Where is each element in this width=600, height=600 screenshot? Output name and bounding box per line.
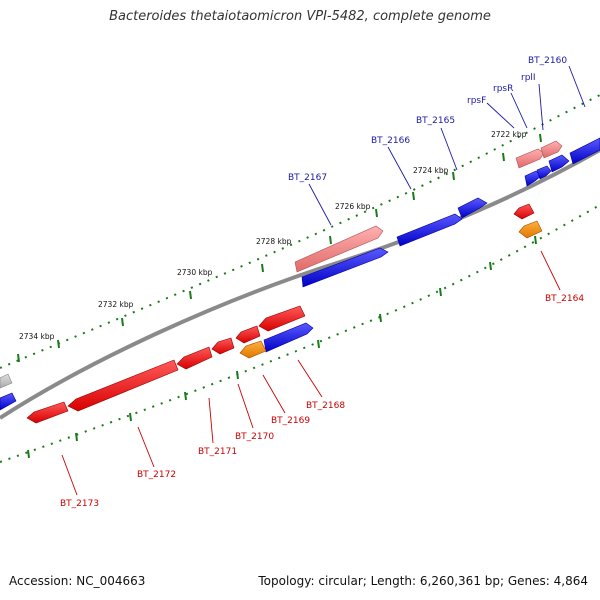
gene-bt2168-upper-arrow[interactable]: [258, 305, 306, 332]
forward-tick-6: [375, 208, 378, 218]
forward-tick-0: [17, 353, 20, 363]
ruler-label-2: 2726 kbp: [335, 202, 371, 211]
gene-rpsf-light-arrow[interactable]: [515, 148, 545, 169]
reverse-tick-1: [75, 432, 78, 442]
ruler-label-0: 2722 kbp: [491, 130, 527, 139]
reverse-tick-7: [439, 287, 442, 297]
ruler-label-1: 2724 kbp: [413, 166, 449, 175]
forward-tick-8: [452, 171, 455, 181]
label-bt2172[interactable]: BT_2172: [137, 470, 176, 480]
ruler-label-3: 2728 kbp: [256, 237, 292, 246]
label-rpli[interactable]: rplI: [521, 73, 536, 83]
gene-bt2167-arrow[interactable]: [301, 247, 389, 288]
gene-bt2171-arrow[interactable]: [176, 346, 213, 370]
map-title: Bacteroides thetaiotaomicron VPI-5482, c…: [109, 9, 491, 24]
label-bt2164[interactable]: BT_2164: [545, 294, 584, 304]
forward-genes: [0, 137, 600, 411]
label-bt2170[interactable]: BT_2170: [235, 432, 274, 442]
gene-bt2165-arrow[interactable]: [457, 197, 488, 219]
forward-tick-10: [539, 133, 542, 143]
reverse-tick-2: [129, 412, 132, 422]
forward-ruler-line: [0, 94, 600, 369]
label-bt2169[interactable]: BT_2169: [271, 416, 310, 426]
gene-bt2170-arrow[interactable]: [211, 337, 235, 355]
reverse-tick-0: [27, 449, 30, 459]
reverse-tick-5: [317, 339, 320, 349]
forward-gene-labels: BT_2167 BT_2166 BT_2165 rpsF rpsR rplI B…: [288, 56, 567, 183]
label-leaders: [61, 65, 586, 496]
forward-tick-5: [329, 235, 332, 245]
gene-rpli-arrow[interactable]: [548, 154, 570, 173]
gene-rpsr-light-arrow[interactable]: [540, 140, 563, 159]
reverse-gene-labels: BT_2164 BT_2168 BT_2169 BT_2170 BT_2171 …: [60, 294, 584, 509]
forward-tick-2: [121, 317, 124, 327]
reverse-tick-3: [184, 391, 187, 401]
ruler-label-4: 2730 kbp: [177, 268, 213, 277]
reverse-tick-6: [379, 313, 382, 323]
forward-tick-7: [412, 191, 415, 201]
label-bt2168[interactable]: BT_2168: [306, 401, 345, 411]
ruler-label-6: 2734 kbp: [19, 332, 55, 341]
forward-tick-3: [189, 290, 192, 300]
label-bt2167[interactable]: BT_2167: [288, 173, 327, 183]
gene-bt2169-arrow[interactable]: [239, 340, 267, 359]
gene-bt2164-red-arrow[interactable]: [513, 203, 535, 220]
gene-bt2173-arrow[interactable]: [26, 401, 69, 424]
gene-bt2172-arrow[interactable]: [67, 359, 179, 412]
label-bt2160[interactable]: BT_2160: [528, 56, 567, 66]
genome-summary-text: Topology: circular; Length: 6,260,361 bp…: [258, 574, 588, 588]
reverse-genes: [0, 203, 543, 424]
label-bt2171[interactable]: BT_2171: [198, 447, 237, 457]
ruler-labels: 2722 kbp 2724 kbp 2726 kbp 2728 kbp 2730 kbp…: [19, 130, 527, 341]
label-bt2165[interactable]: BT_2165: [416, 116, 455, 126]
gene-bt2169-upper-arrow[interactable]: [235, 325, 261, 344]
gene-bt2164-arrow[interactable]: [518, 220, 543, 239]
gene-edge-left-grey[interactable]: [0, 373, 13, 389]
ruler-label-5: 2732 kbp: [98, 300, 134, 309]
forward-tick-4: [261, 263, 264, 273]
forward-tick-9: [502, 152, 505, 162]
gene-rpsf-arrow[interactable]: [524, 170, 542, 187]
label-bt2166[interactable]: BT_2166: [371, 136, 410, 146]
gene-bt2166-arrow[interactable]: [396, 213, 463, 247]
label-rpsr[interactable]: rpsR: [493, 84, 513, 94]
gene-rpsr-arrow[interactable]: [536, 165, 552, 180]
reverse-tick-9: [534, 235, 537, 245]
genome-backbone: [0, 148, 600, 420]
gene-bt2160-arrow[interactable]: [569, 137, 600, 165]
gene-edge-left-blue[interactable]: [0, 392, 17, 411]
label-bt2173[interactable]: BT_2173: [60, 499, 99, 509]
label-rpsf[interactable]: rpsF: [467, 96, 486, 106]
reverse-tick-8: [489, 261, 492, 271]
accession-text: Accession: NC_004663: [9, 574, 146, 588]
gene-bt2167-light-arrow[interactable]: [294, 225, 384, 273]
ruler-ticks: [17, 133, 542, 459]
reverse-tick-4: [236, 370, 239, 380]
forward-genes-light: [294, 140, 563, 273]
forward-tick-1: [57, 339, 60, 349]
